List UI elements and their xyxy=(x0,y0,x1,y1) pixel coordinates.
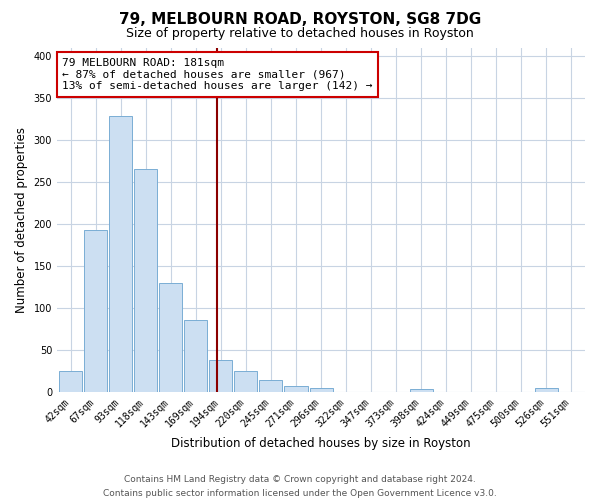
Bar xyxy=(284,386,308,392)
Bar xyxy=(410,390,433,392)
Y-axis label: Number of detached properties: Number of detached properties xyxy=(15,126,28,312)
X-axis label: Distribution of detached houses by size in Royston: Distribution of detached houses by size … xyxy=(171,437,471,450)
Text: 79 MELBOURN ROAD: 181sqm
← 87% of detached houses are smaller (967)
13% of semi-: 79 MELBOURN ROAD: 181sqm ← 87% of detach… xyxy=(62,58,373,91)
Bar xyxy=(109,116,133,392)
Text: Contains HM Land Registry data © Crown copyright and database right 2024.
Contai: Contains HM Land Registry data © Crown c… xyxy=(103,476,497,498)
Bar xyxy=(535,388,558,392)
Bar xyxy=(59,371,82,392)
Text: Size of property relative to detached houses in Royston: Size of property relative to detached ho… xyxy=(126,28,474,40)
Text: 79, MELBOURN ROAD, ROYSTON, SG8 7DG: 79, MELBOURN ROAD, ROYSTON, SG8 7DG xyxy=(119,12,481,28)
Bar xyxy=(259,380,283,392)
Bar xyxy=(160,282,182,392)
Bar xyxy=(209,360,232,392)
Bar xyxy=(235,371,257,392)
Bar xyxy=(134,170,157,392)
Bar xyxy=(85,230,107,392)
Bar xyxy=(310,388,332,392)
Bar xyxy=(184,320,208,392)
